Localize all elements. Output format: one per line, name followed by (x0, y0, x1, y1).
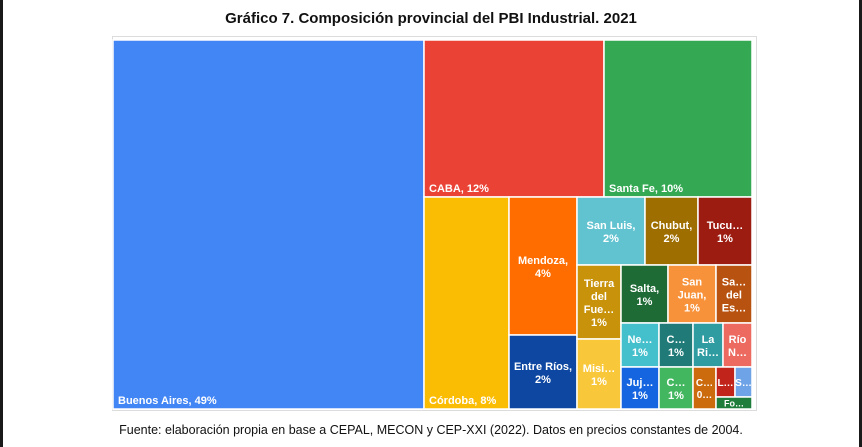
tile-label-caba: CABA, 12% (429, 183, 489, 195)
tile-label-salta: Salta, 1% (630, 283, 659, 308)
tile-misiones: Misi… 1% (576, 338, 622, 410)
tile-corrientes: C… 1% (658, 366, 694, 410)
tile-la-pampa: L… (715, 366, 736, 398)
tile-label-cordoba: Córdoba, 8% (429, 395, 496, 407)
tile-label-corrientes: C… 1% (667, 377, 686, 402)
tile-rect-misiones (576, 338, 622, 410)
tile-rect-formosa (715, 396, 753, 410)
tile-rect-mendoza (508, 196, 578, 336)
tile-tucuman: Tucu… 1% (697, 196, 753, 266)
tile-label-entre-rios: Entre Ríos, 2% (514, 361, 572, 386)
chart-caption: Fuente: elaboración propia en base a CEP… (119, 423, 743, 437)
tile-rect-buenos-aires (112, 39, 425, 410)
tile-label-rio-negro: Río N… (728, 334, 747, 359)
tile-label-catamarca: C… 1% (667, 334, 686, 359)
tile-santa-cruz: S… (734, 366, 753, 398)
tile-buenos-aires: Buenos Aires, 49% (112, 39, 425, 410)
right-window-edge (859, 0, 862, 447)
tile-rio-negro: Río N… (722, 322, 753, 368)
tile-label-santa-cruz: S… (735, 378, 752, 389)
tile-tierra-del-fuego: Tierra del Fue… 1% (576, 264, 622, 340)
tile-rect-san-luis (576, 196, 646, 266)
tile-cordoba: Córdoba, 8% (423, 196, 510, 410)
tile-neuquen: Ne… 1% (620, 322, 660, 368)
tile-label-san-luis: San Luis, 2% (587, 220, 636, 245)
tile-label-misiones: Misi… 1% (583, 363, 615, 388)
tile-rect-tierra-del-fuego (576, 264, 622, 340)
tile-label-san-juan: San Juan, 1% (678, 277, 707, 315)
tile-rect-cordoba (423, 196, 510, 410)
tile-label-santa-fe: Santa Fe, 10% (609, 183, 683, 195)
tile-label-formosa: Fo… (724, 399, 744, 409)
tile-rect-corrientes (658, 366, 694, 410)
tile-jujuy: Juj… 1% (620, 366, 660, 410)
tile-rect-tucuman (697, 196, 753, 266)
tile-label-la-pampa: L… (717, 378, 733, 389)
tile-chubut: Chubut, 2% (644, 196, 699, 266)
tile-entre-rios: Entre Ríos, 2% (508, 334, 578, 410)
tile-la-rioja: La Ri… (692, 322, 724, 368)
tile-san-juan: San Juan, 1% (667, 264, 717, 324)
tile-catamarca: C… 1% (658, 322, 694, 368)
tile-label-chaco: C… 0… (696, 378, 713, 401)
tile-label-mendoza: Mendoza, 4% (518, 255, 568, 280)
tile-mendoza: Mendoza, 4% (508, 196, 578, 336)
tile-santiago-del-estero: Sa… del Es… (715, 264, 753, 324)
tile-label-neuquen: Ne… 1% (627, 334, 652, 359)
chart-title: Gráfico 7. Composición provincial del PB… (225, 10, 637, 27)
tile-santa-fe: Santa Fe, 10% (603, 39, 753, 198)
tile-rect-caba (423, 39, 605, 198)
tile-label-chubut: Chubut, 2% (651, 220, 693, 245)
tile-label-santiago-del-estero: Sa… del Es… (722, 277, 746, 315)
tile-label-jujuy: Juj… 1% (627, 377, 654, 402)
tile-label-tucuman: Tucu… 1% (707, 220, 743, 245)
tile-formosa: Fo… (715, 396, 753, 410)
tile-label-buenos-aires: Buenos Aires, 49% (118, 395, 217, 407)
tile-rect-entre-rios (508, 334, 578, 410)
left-window-edge (0, 0, 3, 447)
tile-salta: Salta, 1% (620, 264, 669, 324)
tile-rect-salta (620, 264, 669, 324)
tile-caba: CABA, 12% (423, 39, 605, 198)
tile-rect-santiago-del-estero (715, 264, 753, 324)
tile-label-tierra-del-fuego: Tierra del Fue… 1% (584, 278, 615, 329)
tile-rect-jujuy (620, 366, 660, 410)
tile-san-luis: San Luis, 2% (576, 196, 646, 266)
tile-label-la-rioja: La Ri… (697, 334, 719, 359)
tile-rect-santa-fe (603, 39, 753, 198)
tile-chaco: C… 0… (692, 366, 717, 410)
